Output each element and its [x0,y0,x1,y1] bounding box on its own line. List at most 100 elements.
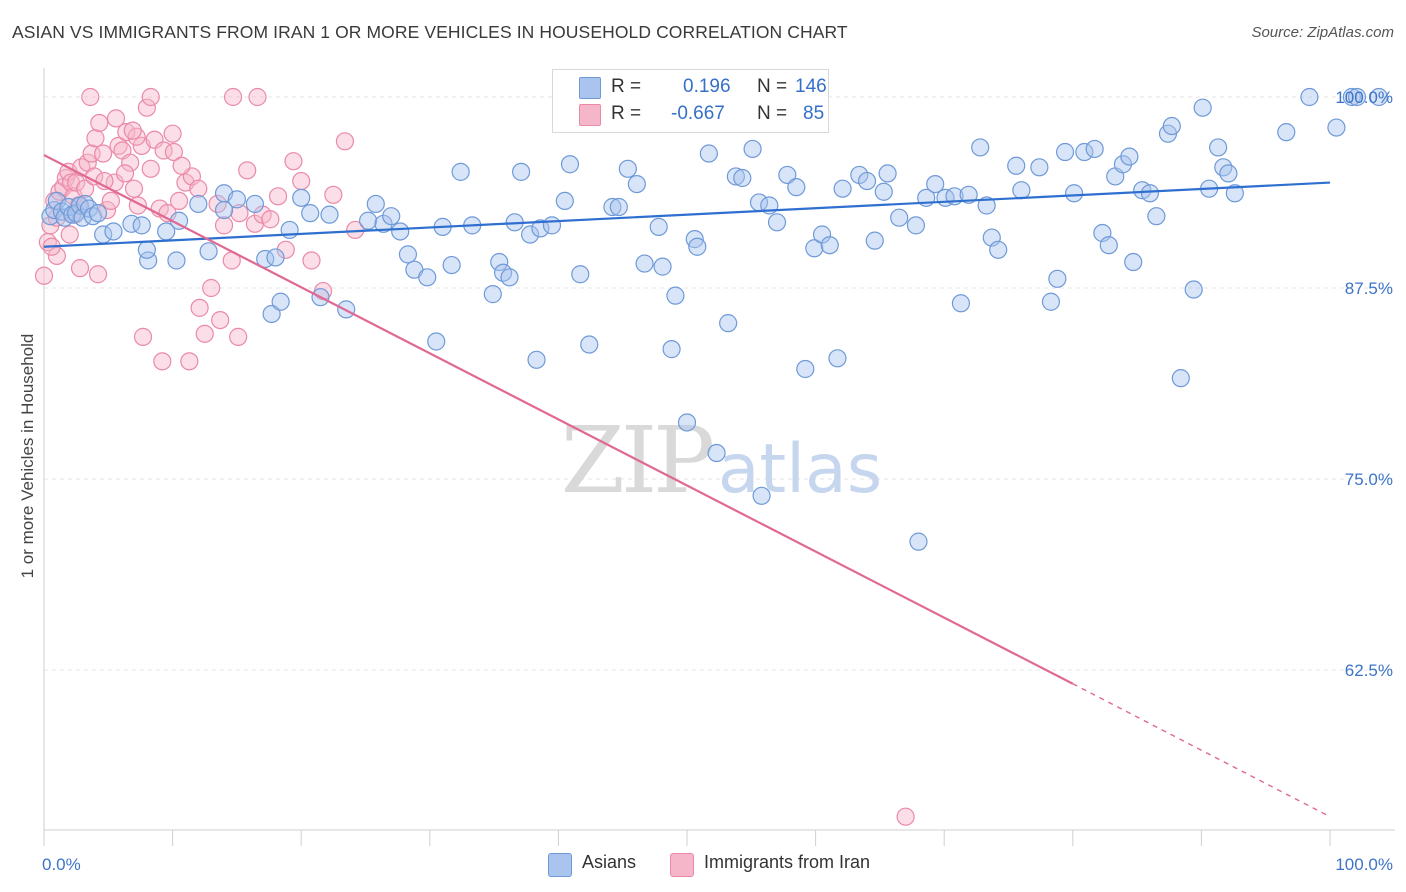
asian-point [580,335,599,354]
asian-point [88,204,108,223]
iran-point [292,171,311,191]
bottom-legend-asians: Asians [548,851,658,877]
iran-point [41,216,60,235]
asian-point [951,294,971,313]
asian-point [1099,236,1118,255]
iran-point [268,187,288,206]
asian-point [609,197,628,217]
bottom-legend-iran: Immigrants from Iran [670,851,910,877]
legend-n-value: 85 [803,103,825,124]
asian-point [1064,184,1084,203]
asian-point [752,486,771,505]
asian-point [137,240,156,259]
watermark-atlas: atlas [718,430,882,509]
asian-point [1171,369,1190,388]
asian-point [820,236,839,255]
iran-trend-extension [1072,683,1331,818]
iran-point [133,327,153,346]
legend-r-value: 0.196 [683,76,731,97]
bottom-legend-label: Asians [582,852,637,872]
iran-point [121,153,140,172]
iran-point [60,225,79,244]
asian-point [512,162,531,181]
asian-point [427,332,446,351]
asian-point [189,194,208,214]
iran-point [141,159,160,178]
asian-point [1277,123,1296,142]
iran-point [172,156,191,175]
asian-point [521,225,540,244]
asian-point [909,532,928,551]
legend-r-value: -0.667 [671,103,725,124]
asian-point [571,265,590,284]
asian-point [726,167,745,186]
asian-point [971,138,990,157]
asian-point [1012,181,1031,200]
asian-point [1075,142,1094,162]
asian-point [560,155,580,174]
iran-point [190,298,209,317]
asian-point [865,231,884,250]
asian-point [1219,164,1238,183]
source-credit: Source: ZipAtlas.com [1251,24,1394,41]
asian-point [677,413,697,432]
iran-point [211,310,230,330]
asian-point [358,211,378,230]
iran-point [223,87,243,107]
iran-point [214,216,234,235]
asian-point [688,237,707,256]
iran-point [81,87,100,107]
y-tick-label: 100.0% [1335,88,1393,107]
asian-point [271,292,290,311]
asian-point [245,194,265,214]
asian-point [1124,252,1143,272]
iran-point [101,191,120,211]
iran-point [141,87,160,107]
asian-point [47,191,66,211]
asian-point [833,179,852,198]
asian-point [635,254,654,273]
gridlines [44,96,1395,671]
asian-point [699,144,718,163]
x-tick-label: 0.0% [42,855,81,874]
asian-point [1085,139,1104,159]
asians-trend-line [43,181,1331,248]
asian-point [707,443,726,463]
asian-point [442,255,461,275]
iran-swatch [670,853,694,877]
asian-point [1209,138,1228,157]
asians-swatch [579,77,601,99]
x-tick-label: 100.0% [1335,855,1393,874]
asian-point [733,168,752,188]
iran-point [202,278,221,298]
asian-point [959,185,978,204]
asian-point [418,268,437,287]
iran-point [238,161,257,180]
asian-point [214,200,234,220]
asian-point [989,240,1008,259]
iran-point [248,87,267,107]
asian-point [1113,155,1133,174]
y-tick-label: 62.5% [1345,661,1393,680]
y-tick-label: 75.0% [1345,470,1393,489]
asian-point [977,196,996,215]
asian-point [778,165,797,185]
iran-point [86,129,105,148]
chart-title: ASIAN VS IMMIGRANTS FROM IRAN 1 OR MORE … [12,22,848,42]
asian-point [857,171,877,191]
asian-point [906,216,926,235]
asian-point [366,194,385,214]
asian-point [490,252,509,272]
iran-point [34,266,54,285]
iran-swatch [579,104,601,126]
asian-point [1007,156,1026,175]
legend: R = 0.196 N = 146 R = -0.667 N = 85 [552,69,829,133]
asian-point [767,213,787,232]
asian-point [527,350,546,369]
iran-point [94,144,113,163]
legend-r-label: R = [611,103,642,124]
asian-point [199,242,218,261]
asians-swatch [548,853,572,877]
asian-point [1147,207,1166,226]
asian-point [878,164,897,183]
